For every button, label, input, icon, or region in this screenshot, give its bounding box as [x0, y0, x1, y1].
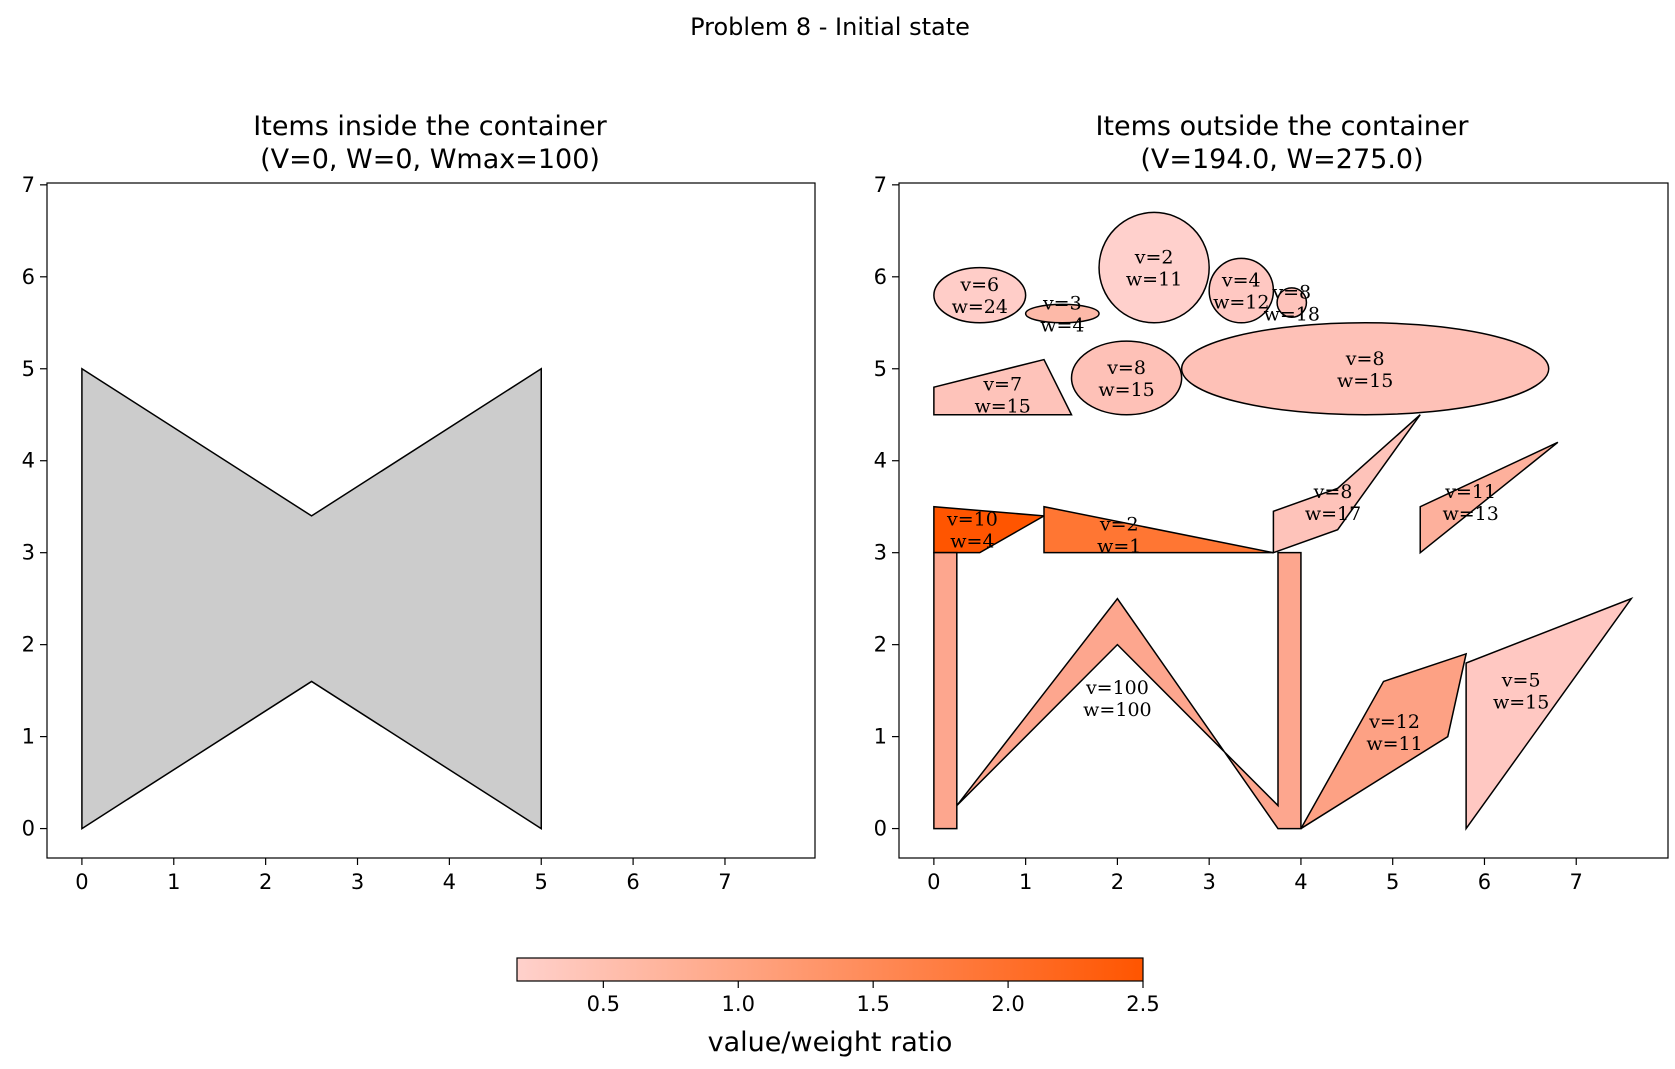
chart-title-outside-line2: (V=194.0, W=275.0): [1140, 144, 1423, 175]
item-weight-label: w=1: [1097, 535, 1141, 557]
container-shape: [81, 367, 542, 830]
y-tick-label: 7: [22, 173, 35, 197]
y-tick-label: 7: [874, 173, 887, 197]
item-weight-label: w=12: [1213, 292, 1269, 314]
colorbar-tick-label: 1.5: [856, 992, 889, 1016]
item-value-label: v=8: [1271, 282, 1311, 304]
item-weight-label: w=13: [1443, 503, 1499, 525]
item-value-label: v=10: [946, 509, 998, 531]
item-value-label: v=3: [1042, 293, 1082, 315]
item-weight-label: w=24: [952, 296, 1008, 318]
x-tick-label: 6: [626, 870, 639, 894]
item-ellipse-5: [1070, 340, 1183, 416]
y-tick-label: 1: [874, 725, 887, 749]
item-value-label: v=2: [1134, 247, 1174, 269]
x-tick-label: 0: [75, 870, 88, 894]
item-weight-label: w=11: [1126, 269, 1182, 291]
item-value-label: v=8: [1313, 481, 1353, 503]
axes-frame-outside: [898, 182, 1669, 859]
item-value-label: v=100: [1085, 677, 1149, 699]
x-tick-label: 3: [1202, 870, 1215, 894]
item-weight-label: w=15: [1098, 379, 1154, 401]
x-tick-label: 1: [1019, 870, 1032, 894]
item-value-label: v=11: [1444, 481, 1496, 503]
colorbar-label: value/weight ratio: [708, 1027, 953, 1058]
item-polygon-13: [1300, 652, 1468, 830]
figure-suptitle: Problem 8 - Initial state: [690, 13, 970, 41]
item-polygon-12: [933, 551, 1302, 830]
item-ellipse-0: [933, 266, 1027, 324]
colorbar: 0.5 1.0 1.5 2.0 2.5 value/weight ratio: [516, 957, 1160, 1058]
y-tick-label: 4: [874, 449, 887, 473]
y-tick-label: 6: [22, 265, 35, 289]
item-polygon-11: [1419, 441, 1559, 555]
item-weight-label: w=15: [1337, 370, 1393, 392]
item-weight-label: w=17: [1305, 503, 1361, 525]
colorbar-tick-label: 2.5: [1126, 992, 1159, 1016]
item-weight-label: w=18: [1264, 304, 1320, 326]
item-ellipse-3: [1208, 257, 1275, 324]
y-tick-label: 0: [874, 817, 887, 841]
x-tick-label: 5: [1386, 870, 1399, 894]
item-polygon-14: [1465, 597, 1634, 831]
x-tick-label: 2: [259, 870, 272, 894]
x-tick-label: 4: [1294, 870, 1307, 894]
y-tick-label: 0: [22, 817, 35, 841]
y-tick-label: 4: [22, 449, 35, 473]
colorbar-tick-label: 2.0: [991, 992, 1024, 1016]
item-polygon-7: [933, 358, 1073, 416]
item-polygon-10: [1272, 414, 1421, 554]
chart-title-inside-line2: (V=0, W=0, Wmax=100): [260, 144, 600, 175]
item-ellipse-4: [1276, 287, 1308, 319]
x-tick-label: 1: [167, 870, 180, 894]
y-tick-label: 2: [22, 633, 35, 657]
colorbar-gradient: [516, 957, 1144, 982]
item-value-label: v=5: [1501, 670, 1541, 692]
item-value-label: v=8: [1345, 348, 1385, 370]
x-tick-label: 3: [351, 870, 364, 894]
x-tick-label: 7: [1570, 870, 1583, 894]
y-tick-label: 5: [874, 357, 887, 381]
chart-title-outside-line1: Items outside the container: [1095, 111, 1469, 142]
item-weight-label: w=4: [950, 531, 994, 553]
item-weight-label: w=15: [1493, 692, 1549, 714]
y-tick-label: 3: [22, 541, 35, 565]
item-ellipse-1: [1024, 303, 1100, 324]
colorbar-tick-label: 0.5: [587, 992, 620, 1016]
chart-panel-inside: Items inside the container (V=0, W=0, Wm…: [22, 111, 816, 894]
y-tick-label: 2: [874, 633, 887, 657]
x-tick-label: 4: [443, 870, 456, 894]
item-ellipse-6: [1180, 322, 1550, 416]
y-tick-label: 5: [22, 357, 35, 381]
item-value-label: v=12: [1368, 711, 1420, 733]
colorbar-tick-label: 1.0: [722, 992, 755, 1016]
item-polygon-9: [1043, 505, 1274, 554]
item-value-label: v=4: [1221, 270, 1261, 292]
y-tick-label: 1: [22, 725, 35, 749]
chart-panel-outside: Items outside the container (V=194.0, W=…: [874, 111, 1669, 894]
x-tick-label: 7: [718, 870, 731, 894]
item-weight-label: w=4: [1040, 315, 1084, 337]
item-ellipse-2: [1098, 211, 1210, 324]
x-tick-label: 5: [535, 870, 548, 894]
y-tick-label: 3: [874, 541, 887, 565]
item-value-label: v=8: [1106, 357, 1146, 379]
item-value-label: v=6: [959, 274, 999, 296]
axes-frame-inside: [46, 182, 816, 859]
x-tick-label: 0: [927, 870, 940, 894]
x-tick-label: 6: [1478, 870, 1491, 894]
item-value-label: v=7: [982, 374, 1022, 396]
y-tick-label: 6: [874, 265, 887, 289]
item-weight-label: w=15: [975, 396, 1031, 418]
item-value-label: v=2: [1099, 513, 1139, 535]
chart-title-inside-line1: Items inside the container: [253, 111, 607, 142]
item-weight-label: w=100: [1083, 699, 1151, 721]
x-tick-label: 2: [1111, 870, 1124, 894]
item-weight-label: w=11: [1366, 733, 1422, 755]
